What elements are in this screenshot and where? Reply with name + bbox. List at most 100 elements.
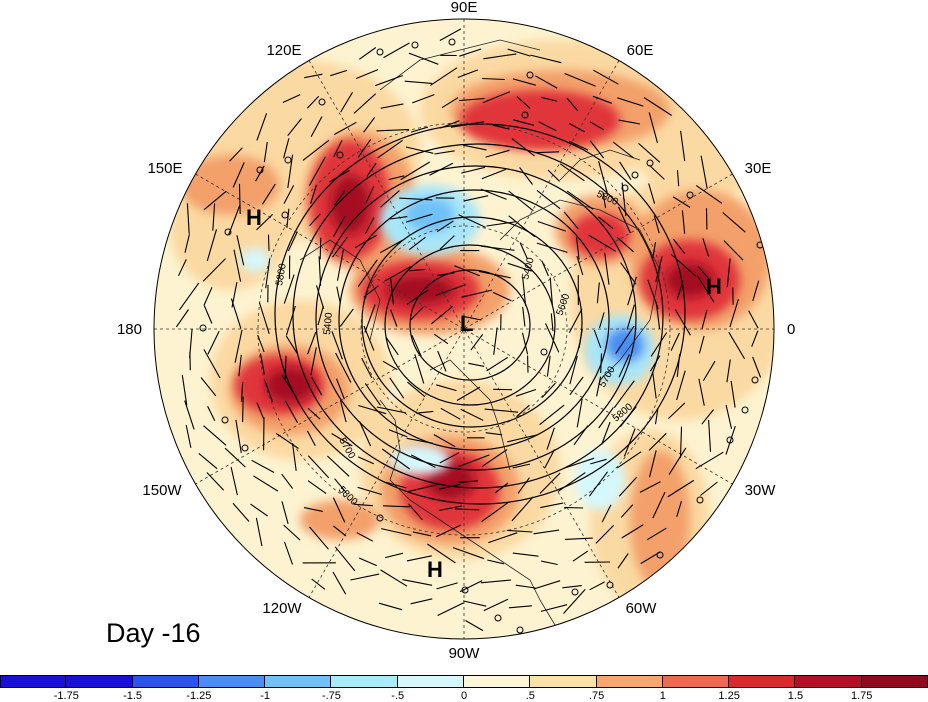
wind-barb [358, 404, 387, 415]
wind-barb [306, 95, 320, 109]
wind-barb [593, 69, 619, 85]
wind-barb [674, 308, 691, 336]
wind-barb [751, 330, 759, 347]
wind-barb [640, 551, 661, 565]
wind-barb [535, 75, 558, 89]
wind-barb [533, 529, 560, 535]
wind-barb [480, 245, 515, 251]
wind-barb [652, 242, 657, 259]
wind-barb [511, 138, 535, 157]
wind-barb [285, 335, 299, 355]
wind-barb [617, 206, 631, 234]
wind-barb [654, 408, 659, 425]
wind-barb [564, 506, 584, 509]
lon-label-30e: 30E [745, 160, 772, 177]
wind-barb [329, 169, 350, 183]
wind-barb [200, 377, 217, 397]
wind-barb [240, 382, 244, 402]
wind-barb [725, 404, 733, 429]
colorbar-tick-label: -.75 [321, 690, 341, 702]
longitude-labels: 90E 60E 30E 0 30W 60W 90W 120W 150W 180 … [117, 0, 795, 662]
wind-barb [481, 77, 505, 81]
wind-barb [436, 272, 455, 276]
wind-barb [283, 138, 290, 159]
wind-barb [613, 380, 635, 409]
wind-barb [676, 170, 680, 187]
wind-barb [255, 517, 263, 547]
wind-barb [492, 124, 510, 130]
wind-barb [538, 121, 557, 132]
wind-barb [357, 486, 382, 496]
wind-barb [406, 289, 429, 305]
wind-barb [282, 94, 301, 104]
wind-barb [458, 454, 490, 468]
wind-barb [339, 400, 347, 423]
wind-barb [230, 466, 238, 496]
wind-barb [648, 112, 659, 144]
wind-barb [596, 376, 602, 397]
wind-barb [492, 291, 512, 302]
wind-barb [462, 600, 487, 607]
lon-label-120e: 120E [266, 42, 301, 59]
wind-barb [679, 426, 683, 459]
wind-barb [601, 421, 611, 445]
wind-barb [620, 504, 634, 518]
wind-barb [356, 532, 374, 542]
wind-barb [483, 53, 517, 60]
wind-barb [462, 315, 482, 321]
wind-barb [433, 434, 456, 448]
wind-barb [302, 139, 330, 161]
wind-barb [307, 331, 317, 355]
wind-barb [559, 163, 585, 182]
wind-barb [602, 192, 607, 209]
colorbar: -1.75 -1.5 -1.25 -1 -.75 -.5 0 .5 .75 1 1.25 1.5 1.7… [0, 675, 928, 702]
wind-barb [257, 334, 265, 353]
wind-barb [649, 355, 661, 372]
wind-barb [307, 455, 330, 479]
wind-barb [384, 266, 411, 282]
colorbar-tick-label: -1.25 [186, 690, 212, 702]
wind-barb [485, 432, 503, 436]
wind-barb [728, 331, 746, 360]
wind-barb [697, 275, 715, 303]
high-pressure-marker: H [706, 274, 722, 299]
wind-barb [480, 188, 507, 200]
wind-barb [402, 579, 433, 586]
wind-barb [646, 527, 667, 541]
wind-barb [680, 130, 686, 161]
lon-label-150w: 150W [142, 482, 182, 499]
wind-barb [481, 502, 509, 523]
wind-barb [381, 448, 410, 470]
colorbar-tick-label: .75 [588, 690, 605, 702]
wind-barb [452, 547, 485, 560]
wind-barb [572, 550, 589, 562]
wind-barb [617, 553, 629, 569]
wind-barb [175, 309, 189, 328]
wind-barb [697, 265, 710, 280]
wind-barb [592, 95, 612, 104]
map-border [153, 18, 775, 640]
wind-barb [541, 560, 558, 566]
wind-barb [484, 408, 519, 413]
lon-label-90w: 90W [449, 645, 481, 662]
wind-barb [331, 331, 343, 360]
wind-barb [589, 581, 605, 591]
wind-barb [332, 497, 346, 523]
wind-barb [483, 598, 509, 612]
wind-barb [638, 142, 661, 163]
wind-barb [408, 503, 423, 521]
wind-barb [463, 144, 487, 151]
wind-barb [676, 280, 684, 301]
wind-barb [595, 525, 614, 544]
wind-barb [546, 355, 551, 377]
wind-barb [573, 425, 589, 446]
wind-barb [281, 473, 294, 489]
wind-barb [726, 258, 731, 287]
wind-barb [385, 337, 399, 356]
wind-barb [593, 329, 602, 349]
wind-barb [623, 428, 636, 457]
wind-barb [575, 237, 580, 260]
wind-barb [617, 97, 644, 107]
wind-barb [287, 231, 298, 252]
wind-barb [668, 402, 686, 419]
